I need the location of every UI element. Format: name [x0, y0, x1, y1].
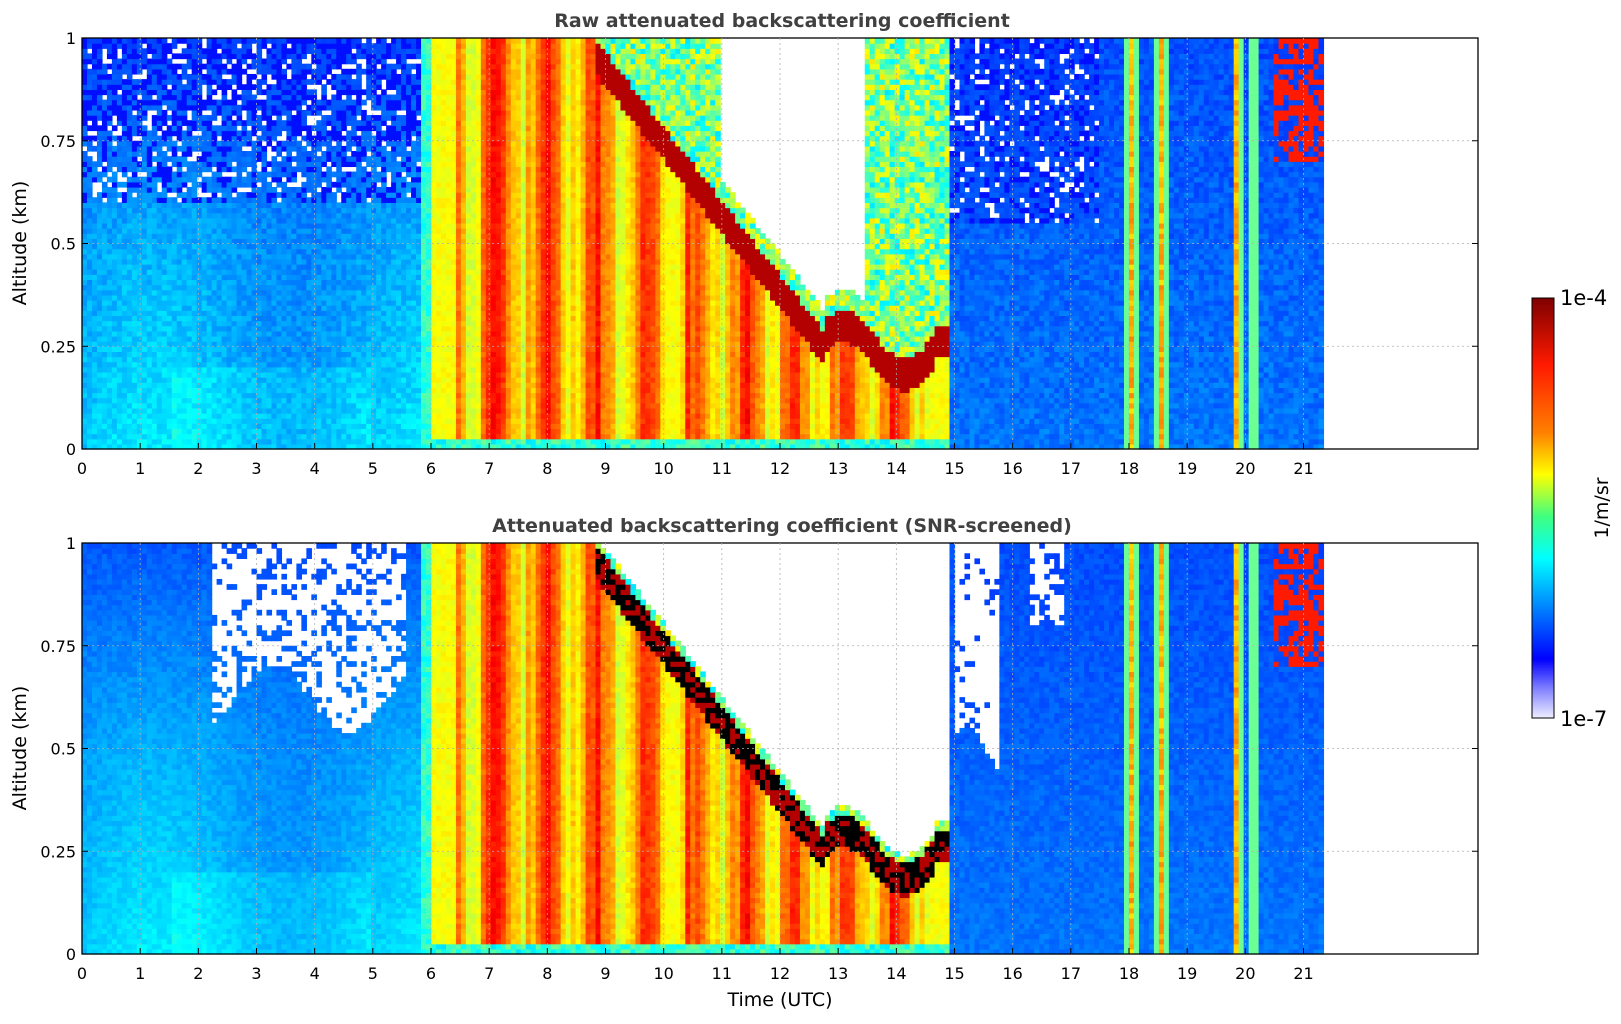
x-tick-label: 7	[484, 459, 494, 478]
x-tick-label: 2	[193, 459, 203, 478]
x-tick-label: 6	[426, 964, 436, 983]
x-tick-label: 3	[251, 964, 261, 983]
colorbar-max-label: 1e-4	[1560, 286, 1607, 310]
x-tick-label: 20	[1235, 964, 1255, 983]
x-tick-label: 2	[193, 964, 203, 983]
x-tick-label: 4	[310, 459, 320, 478]
x-tick-label: 21	[1293, 964, 1313, 983]
x-tick-label: 20	[1235, 459, 1255, 478]
x-tick-label: 14	[886, 964, 906, 983]
colorbar-unit-label: 1/m/sr	[1591, 477, 1613, 538]
x-tick-label: 19	[1177, 964, 1197, 983]
x-tick-label: 0	[77, 459, 87, 478]
x-tick-label: 8	[542, 964, 552, 983]
x-tick-label: 7	[484, 964, 494, 983]
colorbar-min-label: 1e-7	[1560, 707, 1607, 731]
panel-screened: Attenuated backscattering coefficient (S…	[9, 515, 1478, 1011]
x-tick-label: 12	[770, 964, 790, 983]
panel-raw: Raw attenuated backscattering coefficien…	[9, 10, 1478, 478]
y-tick-label: 0	[66, 945, 76, 964]
x-tick-label: 16	[1002, 964, 1022, 983]
panel-raw-title: Raw attenuated backscattering coefficien…	[554, 10, 1010, 32]
x-tick-label: 17	[1061, 964, 1081, 983]
panel-screened-title: Attenuated backscattering coefficient (S…	[492, 515, 1072, 537]
x-tick-label: 9	[600, 459, 610, 478]
x-tick-label: 8	[542, 459, 552, 478]
x-tick-label: 11	[712, 459, 732, 478]
x-tick-label: 11	[712, 964, 732, 983]
x-tick-label: 18	[1119, 459, 1139, 478]
y-tick-label: 0.5	[51, 740, 76, 759]
x-tick-label: 1	[135, 964, 145, 983]
x-tick-label: 13	[828, 964, 848, 983]
x-tick-label: 6	[426, 459, 436, 478]
x-tick-label: 16	[1002, 459, 1022, 478]
panel-screened-ylabel: Altitude (km)	[9, 686, 31, 811]
x-tick-label: 19	[1177, 459, 1197, 478]
x-tick-label: 12	[770, 459, 790, 478]
x-tick-label: 18	[1119, 964, 1139, 983]
panel-raw-ylabel: Altitude (km)	[9, 181, 31, 306]
y-tick-label: 0	[66, 440, 76, 459]
y-tick-label: 0.25	[40, 337, 76, 356]
x-tick-label: 5	[368, 459, 378, 478]
x-tick-label: 10	[653, 459, 673, 478]
x-tick-label: 1	[135, 459, 145, 478]
x-tick-label: 14	[886, 459, 906, 478]
x-tick-label: 17	[1061, 459, 1081, 478]
x-tick-label: 10	[653, 964, 673, 983]
x-tick-label: 5	[368, 964, 378, 983]
y-tick-label: 0.25	[40, 842, 76, 861]
x-tick-label: 13	[828, 459, 848, 478]
panel-screened-xlabel: Time (UTC)	[726, 989, 832, 1011]
y-tick-label: 1	[66, 534, 76, 553]
y-tick-label: 0.75	[40, 637, 76, 656]
x-tick-label: 0	[77, 964, 87, 983]
x-tick-label: 15	[944, 459, 964, 478]
y-tick-label: 0.75	[40, 132, 76, 151]
x-tick-label: 21	[1293, 459, 1313, 478]
x-tick-label: 3	[251, 459, 261, 478]
x-tick-label: 4	[310, 964, 320, 983]
colorbar-gradient	[1532, 298, 1554, 718]
y-tick-label: 0.5	[51, 235, 76, 254]
y-tick-label: 1	[66, 29, 76, 48]
colorbar: 1e-4 1e-7 1/m/sr	[1532, 286, 1613, 731]
x-tick-label: 15	[944, 964, 964, 983]
x-tick-label: 9	[600, 964, 610, 983]
